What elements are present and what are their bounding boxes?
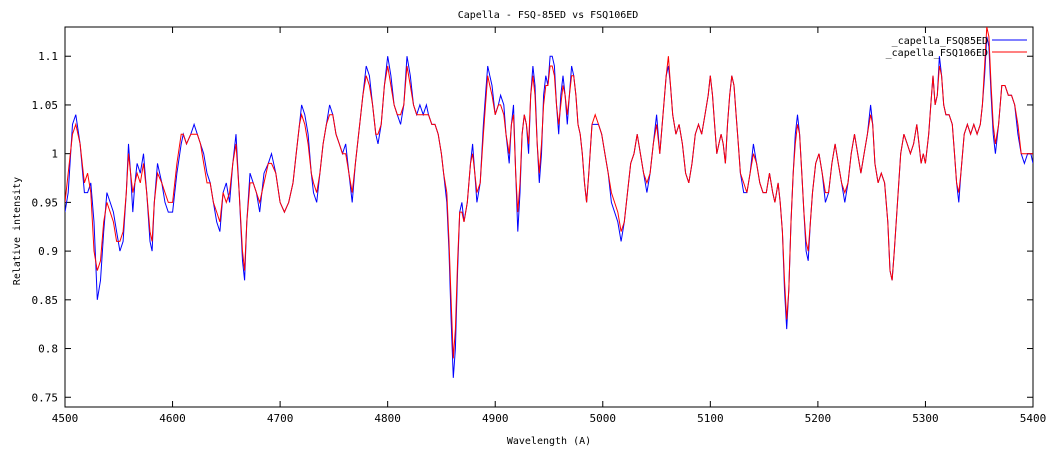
legend-label-1: _capella_FSQ85ED [892,36,988,47]
legend: _capella_FSQ85ED_capella_FSQ106ED [886,36,1027,59]
x-tick-label: 4700 [267,412,294,425]
series-line-2 [65,27,1033,359]
x-tick-label: 5000 [590,412,617,425]
plot-frame [64,26,1034,408]
series-group [65,27,1033,378]
y-tick-label: 0.75 [32,391,59,404]
axes-group: 4500 4600 4700 4800 4900 5000 5100 5200 5300 5400… [32,26,1047,425]
series-line-1 [65,36,1033,378]
x-tick-label: 5200 [805,412,832,425]
legend-label-2: _capella_FSQ106ED [886,48,988,59]
y-tick-label: 1.1 [38,50,58,63]
x-tick-label: 5100 [697,412,724,425]
x-tick-label: 4900 [482,412,509,425]
x-tick-label: 5400 [1020,412,1047,425]
y-tick-label: 1 [51,148,58,161]
x-axis-label: Wavelength (A) [507,436,591,447]
y-axis-label: Relative intensity [12,177,23,285]
y-tick-label: 0.85 [32,294,59,307]
x-tick-label: 4800 [374,412,401,425]
x-tick-label: 4500 [52,412,79,425]
x-tick-label: 5300 [912,412,939,425]
chart-title: Capella - FSQ-85ED vs FSQ106ED [458,10,639,21]
x-tick-label: 4600 [159,412,186,425]
y-tick-label: 1.05 [32,99,59,112]
y-tick-label: 0.8 [38,343,58,356]
y-tick-label: 0.95 [32,196,59,209]
y-tick-label: 0.9 [38,245,58,258]
